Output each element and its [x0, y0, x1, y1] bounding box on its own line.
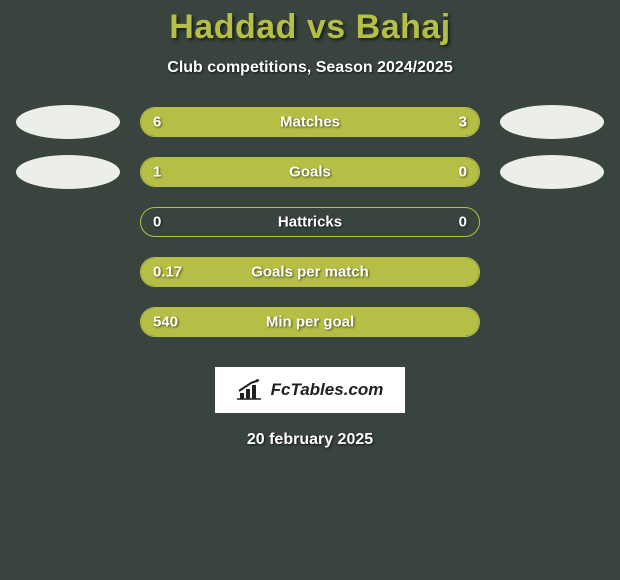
player-right-oval: [500, 155, 604, 189]
player-left-oval: [16, 155, 120, 189]
bar-goals: 1 Goals 0: [140, 157, 480, 187]
stat-label: Goals: [289, 164, 331, 181]
stat-right-value: 3: [459, 114, 467, 131]
stat-right-value: 0: [459, 164, 467, 181]
stat-right-value: 0: [459, 214, 467, 231]
stat-left-value: 0: [153, 214, 161, 231]
stat-row-hattricks: 0 Hattricks 0: [0, 205, 620, 239]
page-subtitle: Club competitions, Season 2024/2025: [167, 59, 452, 77]
bar-min-per-goal: 540 Min per goal: [140, 307, 480, 337]
stat-label: Matches: [280, 114, 340, 131]
stat-label: Goals per match: [251, 264, 369, 281]
stat-left-value: 6: [153, 114, 161, 131]
logo-box: FcTables.com: [215, 367, 406, 413]
bar-matches: 6 Matches 3: [140, 107, 480, 137]
stat-row-matches: 6 Matches 3: [0, 105, 620, 139]
bar-hattricks: 0 Hattricks 0: [140, 207, 480, 237]
stat-label: Min per goal: [266, 314, 354, 331]
stat-row-mpg: 540 Min per goal: [0, 305, 620, 339]
bar-fill-right: [411, 158, 479, 186]
stat-left-value: 540: [153, 314, 178, 331]
chart-icon: [237, 379, 265, 401]
stats-area: 6 Matches 3 1 Goals 0 0 Hattricks 0: [0, 105, 620, 339]
stat-left-value: 0.17: [153, 264, 182, 281]
page-title: Haddad vs Bahaj: [169, 8, 450, 47]
player-right-oval: [500, 105, 604, 139]
stat-row-goals: 1 Goals 0: [0, 155, 620, 189]
date-label: 20 february 2025: [247, 431, 373, 449]
bar-goals-per-match: 0.17 Goals per match: [140, 257, 480, 287]
bar-fill-left: [141, 158, 411, 186]
stat-label: Hattricks: [278, 214, 342, 231]
stat-row-gpm: 0.17 Goals per match: [0, 255, 620, 289]
logo-text: FcTables.com: [271, 380, 384, 400]
stat-left-value: 1: [153, 164, 161, 181]
player-left-oval: [16, 105, 120, 139]
